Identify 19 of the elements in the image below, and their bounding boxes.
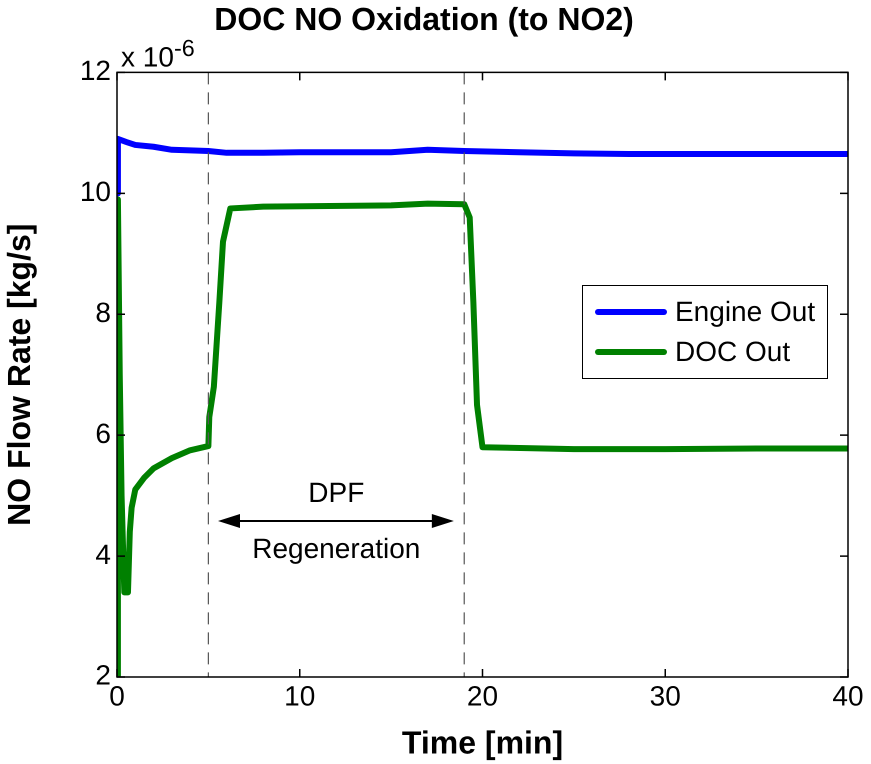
- x-tick-label: 0: [109, 680, 125, 712]
- y-tick-label: 12: [80, 55, 111, 86]
- x-tick-label: 30: [650, 680, 681, 712]
- annotation: Regeneration: [252, 533, 420, 565]
- y-tick-label: 6: [95, 418, 111, 449]
- y-tick-label: 2: [95, 660, 111, 691]
- chart-title: DOC NO Oxidation (to NO2): [214, 1, 634, 38]
- annotation: DPF: [308, 477, 364, 509]
- y-tick-label: 10: [80, 176, 111, 208]
- y-tick-label: 4: [95, 538, 111, 570]
- y-tick-label: 8: [95, 296, 111, 328]
- y-axis-title: NO Flow Rate [kg/s]: [1, 224, 38, 526]
- legend-label: DOC Out: [675, 335, 790, 370]
- x-axis-title: Time [min]: [402, 724, 564, 761]
- x-tick-label: 10: [284, 680, 316, 712]
- x-tick-label: 40: [832, 680, 864, 712]
- x-tick-label: 20: [466, 680, 498, 712]
- legend-label: Engine Out: [675, 295, 816, 330]
- text: x 10$^{-6}$: [121, 34, 195, 72]
